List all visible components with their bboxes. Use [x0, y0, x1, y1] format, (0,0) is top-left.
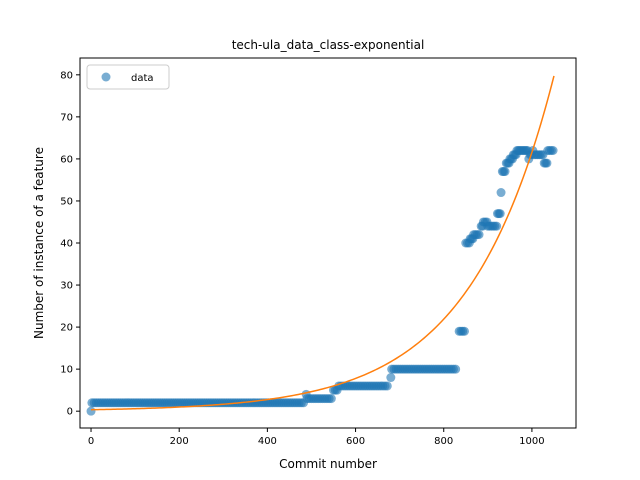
- plot-series: [86, 75, 558, 416]
- x-tick-label: 800: [434, 436, 453, 447]
- exponential-fit-line: [91, 75, 555, 411]
- data-point: [382, 381, 392, 391]
- x-axis-label: Commit number: [279, 457, 377, 471]
- y-axis-ticks: 0 10 20 30 40 50 60 70 80: [60, 70, 80, 418]
- y-tick-label: 40: [60, 239, 73, 250]
- x-tick-label: 0: [88, 436, 94, 447]
- x-tick-label: 600: [346, 436, 365, 447]
- data-point: [326, 394, 336, 404]
- data-point: [496, 188, 506, 198]
- x-tick-label: 200: [170, 436, 189, 447]
- legend-label-data: data: [131, 73, 154, 84]
- x-tick-label: 1000: [519, 436, 544, 447]
- y-tick-label: 30: [60, 281, 73, 292]
- y-tick-label: 20: [60, 323, 73, 334]
- data-point: [542, 158, 552, 168]
- data-point: [548, 146, 558, 155]
- data-point: [495, 209, 505, 219]
- legend: data: [86, 64, 170, 90]
- plot-area: [86, 75, 558, 416]
- data-point: [474, 230, 484, 240]
- data-point: [386, 373, 396, 383]
- y-tick-label: 10: [60, 365, 73, 376]
- y-tick-label: 80: [60, 70, 73, 81]
- y-tick-label: 70: [60, 112, 73, 123]
- legend-box: [86, 64, 170, 90]
- y-tick-label: 50: [60, 196, 73, 207]
- y-tick-label: 60: [60, 154, 73, 165]
- x-tick-label: 400: [258, 436, 277, 447]
- x-axis-ticks: 0 200 400 600 800 1000: [88, 428, 545, 447]
- y-axis-label: Number of instance of a feature: [32, 147, 46, 339]
- legend-marker-data: [101, 72, 111, 82]
- y-tick-label: 0: [67, 407, 73, 418]
- chart-title: tech-ula_data_class-exponential: [232, 38, 425, 52]
- data-point: [492, 221, 502, 231]
- data-point: [500, 167, 510, 177]
- data-point: [451, 364, 461, 374]
- data-point: [86, 406, 96, 416]
- data-point: [459, 326, 469, 336]
